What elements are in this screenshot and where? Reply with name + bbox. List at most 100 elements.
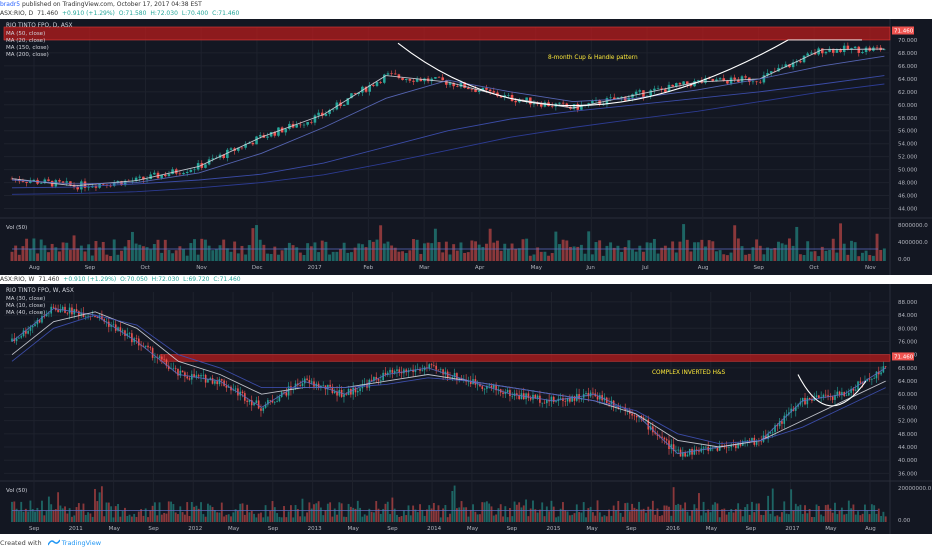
volume-bar (472, 504, 474, 522)
candle-body (791, 62, 795, 68)
volume-bar (57, 492, 60, 522)
volume-bar (163, 512, 166, 522)
volume-bar (543, 516, 546, 522)
volume-bar (809, 251, 813, 261)
candle-body (28, 181, 32, 183)
candle-body (273, 402, 276, 403)
volume-bar (156, 239, 160, 261)
candle-body (785, 414, 788, 416)
volume-bar (313, 242, 317, 261)
volume-bar (36, 507, 39, 522)
x-tick-label: May (706, 526, 718, 532)
candle-body (479, 384, 481, 387)
tradingview-brand-link[interactable]: TradingView (61, 539, 102, 547)
volume-bar (455, 250, 459, 261)
candle-body (48, 313, 50, 315)
candle-body (525, 97, 528, 101)
volume-bar (616, 245, 620, 261)
candle-body (442, 369, 444, 375)
volume-bar (32, 238, 36, 261)
candle-body (883, 49, 886, 51)
volume-bar (442, 508, 445, 522)
candle-body (612, 97, 616, 100)
moving-average-line (11, 75, 885, 189)
volume-bar (626, 502, 629, 522)
volume-bar (75, 507, 78, 522)
volume-bar (72, 235, 76, 261)
candle-body (285, 392, 288, 396)
candle-body (827, 395, 829, 397)
daily-chart-panel[interactable]: 70.000 68.000 66.000 64.000 62.000 60.000 58.0… (0, 19, 932, 275)
volume-bar (774, 516, 776, 522)
candle-body (813, 52, 817, 55)
candle-body (389, 369, 391, 373)
candle-body (38, 319, 41, 323)
candle-body (186, 376, 189, 379)
volume-bar (539, 251, 543, 261)
x-tick-label: Feb (363, 265, 373, 271)
volume-bar (510, 243, 514, 261)
candle-body (260, 408, 262, 411)
candle-body (615, 406, 617, 408)
weekly-chart-svg[interactable]: 88.00084.00080.00076.00072.00068.00064.0… (0, 284, 932, 534)
volume-bar (767, 495, 770, 522)
volume-bar (182, 249, 186, 261)
volume-bar (751, 247, 755, 261)
symbol-label[interactable]: ASX:RIO, W (0, 276, 35, 283)
candle-body (737, 79, 740, 82)
candle-body (548, 399, 550, 402)
volume-bar (685, 239, 689, 261)
candle-body (419, 369, 421, 371)
author-link[interactable]: bradr5 (0, 1, 21, 8)
volume-bar (608, 509, 610, 522)
candle-body (661, 436, 663, 438)
volume-bar (375, 239, 379, 261)
volume-bar (140, 509, 143, 522)
volume-bar (172, 504, 175, 522)
candle-body (751, 81, 755, 83)
volume-bar (518, 502, 521, 522)
candle-body (29, 327, 32, 331)
volume-bar (884, 516, 887, 522)
volume-bar (769, 248, 773, 261)
volume-bar (124, 507, 126, 522)
volume-bar (559, 508, 562, 522)
volume-bar (230, 516, 232, 522)
candle-body (218, 379, 221, 385)
volume-bar (585, 517, 587, 522)
volume-bar (295, 247, 299, 261)
volume-bar (880, 515, 883, 522)
volume-bar (320, 240, 324, 261)
volume-bar (797, 506, 800, 522)
volume-bar (817, 506, 820, 522)
daily-chart-svg[interactable]: 70.000 68.000 66.000 64.000 62.000 60.000 58.0… (0, 19, 932, 275)
volume-bar (571, 514, 574, 522)
candle-body (222, 154, 225, 158)
volume-bar (548, 511, 551, 522)
volume-bar (483, 502, 486, 522)
weekly-chart-panel[interactable]: 88.00084.00080.00076.00072.00068.00064.0… (0, 284, 932, 534)
candle-body (564, 401, 567, 402)
volume-bar (686, 511, 689, 522)
symbol-label[interactable]: ASX:RIO, D (0, 10, 34, 17)
volume-bar (682, 224, 686, 261)
candle-body (327, 384, 329, 390)
candle-body (78, 311, 80, 316)
candle-body (172, 368, 175, 369)
candle-body (262, 407, 265, 411)
volume-bar (174, 512, 177, 522)
volume-bar (269, 254, 273, 261)
candle-body (682, 452, 684, 457)
volume-bar (322, 515, 325, 522)
candle-body (255, 136, 258, 145)
candle-body (437, 77, 441, 78)
volume-bar (573, 513, 576, 522)
candle-body (414, 369, 417, 372)
candle-body (755, 81, 758, 83)
x-tick-label: Sep (148, 526, 159, 532)
candle-body (246, 400, 248, 402)
volume-bar (784, 244, 788, 261)
candle-body (678, 83, 682, 85)
volume-bar (24, 508, 27, 522)
candle-body (836, 391, 839, 396)
